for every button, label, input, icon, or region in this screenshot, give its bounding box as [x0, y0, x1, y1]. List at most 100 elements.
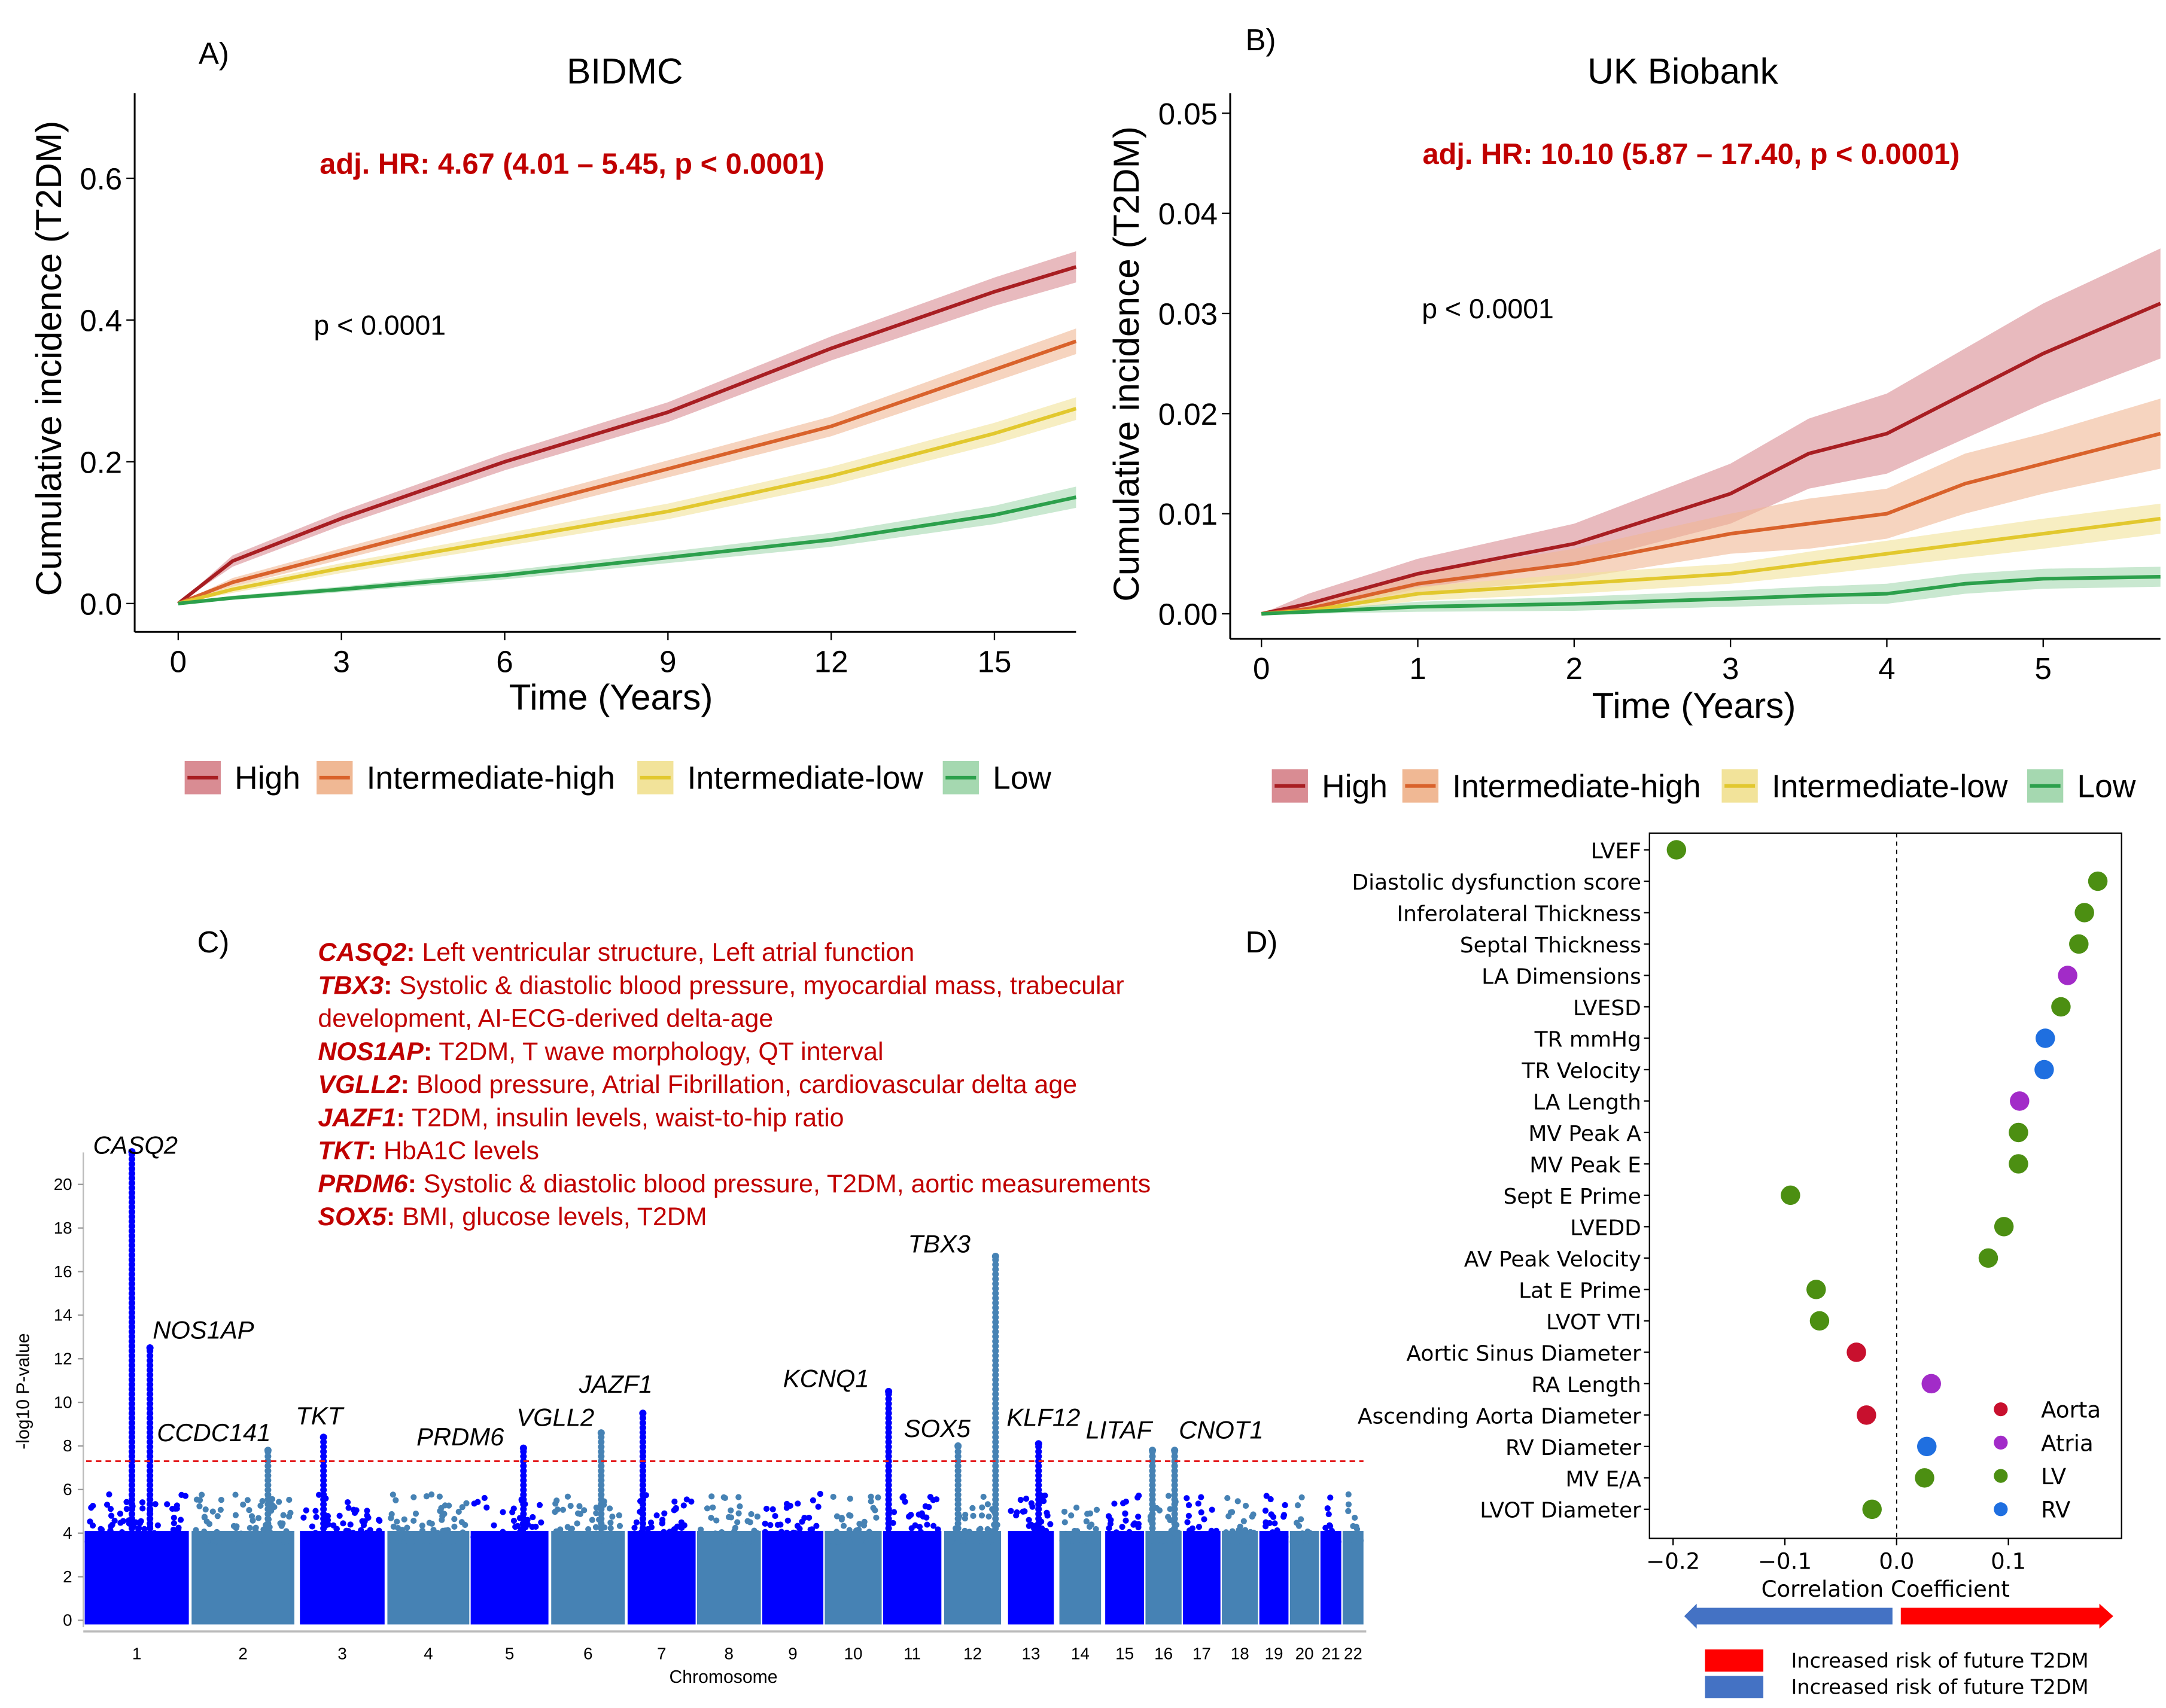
snp-point [1172, 1539, 1179, 1545]
snp-point [1113, 1529, 1119, 1536]
peak-snp-point [128, 1175, 136, 1182]
snp-point [1060, 1535, 1067, 1542]
y-tick-label: 8 [63, 1436, 72, 1455]
snp-point [500, 1538, 506, 1545]
snp-point [589, 1517, 595, 1523]
snp-point [460, 1529, 466, 1536]
snp-point [1294, 1502, 1301, 1509]
correlation-point [1862, 1499, 1882, 1520]
peak-snp-point [954, 1457, 962, 1465]
snp-point [459, 1504, 466, 1511]
peak-snp-point [992, 1438, 999, 1445]
legend-label: Intermediate-high [367, 760, 615, 796]
annotation-separator: : [384, 971, 392, 1000]
peak-snp-point [128, 1400, 136, 1407]
snp-point [1009, 1539, 1015, 1545]
snp-point [1345, 1491, 1352, 1498]
snp-point [115, 1538, 121, 1545]
peak-snp-point [147, 1486, 154, 1494]
snp-density-chr17 [1183, 1531, 1221, 1625]
peak-snp-point [147, 1409, 154, 1417]
snp-point [734, 1519, 741, 1526]
snp-point [835, 1538, 841, 1545]
peak-snp-point [992, 1443, 999, 1450]
peak-snp-point [147, 1467, 154, 1475]
snp-point [344, 1499, 351, 1506]
correlation-point [1917, 1436, 1937, 1457]
snp-point [455, 1508, 462, 1515]
snp-point [333, 1526, 340, 1533]
peak-snp-point [1171, 1506, 1178, 1513]
chromosome-label: 11 [903, 1644, 921, 1663]
snp-point [874, 1537, 881, 1544]
peak-snp-point [954, 1481, 962, 1489]
snp-point [201, 1529, 208, 1535]
snp-point [748, 1511, 755, 1518]
y-tick-label: 0.4 [80, 304, 122, 338]
peak-snp-point [520, 1525, 527, 1532]
snp-point [1298, 1516, 1304, 1523]
snp-point [455, 1538, 461, 1545]
snp-point [616, 1523, 623, 1529]
snp-point [866, 1529, 872, 1535]
snp-point [1135, 1536, 1142, 1543]
peak-snp-point [128, 1223, 136, 1230]
peak-gene-label: TBX3 [908, 1229, 971, 1258]
peak-snp-point [885, 1501, 892, 1508]
snp-point [1135, 1524, 1142, 1530]
peak-snp-point [992, 1299, 999, 1307]
snp-point [107, 1537, 114, 1544]
snp-point [283, 1539, 290, 1545]
snp-point [1111, 1500, 1118, 1507]
snp-point [117, 1511, 124, 1517]
peak-snp-point [1149, 1506, 1156, 1513]
snp-density-chr15 [1105, 1531, 1145, 1625]
snp-point [1093, 1506, 1100, 1513]
snp-point [926, 1504, 932, 1511]
peak-snp-point [128, 1347, 136, 1354]
peak-snp-point [128, 1256, 136, 1264]
peak-snp-point [1171, 1462, 1178, 1470]
snp-point [673, 1505, 679, 1511]
peak-snp-point [128, 1155, 136, 1163]
x-tick-label: 3 [1722, 651, 1739, 686]
snp-point [436, 1493, 443, 1500]
hazard-ratio-annotation: adj. HR: 10.10 (5.87 – 17.40, p < 0.0001… [1423, 138, 1960, 171]
peak-snp-point [1149, 1491, 1156, 1499]
snp-point [1243, 1538, 1250, 1545]
measure-label: RV Diameter [1505, 1436, 1641, 1460]
snp-point [1328, 1527, 1335, 1534]
snp-point [796, 1526, 803, 1532]
snp-point [430, 1527, 437, 1533]
peak-snp-point [147, 1419, 154, 1426]
peak-snp-point [639, 1419, 646, 1426]
snp-point [232, 1491, 239, 1498]
peak-snp-point [128, 1496, 136, 1503]
snp-point [916, 1524, 923, 1530]
x-tick-label: 4 [1878, 651, 1895, 686]
peak-snp-point [1035, 1515, 1042, 1523]
snp-point [248, 1513, 255, 1520]
peak-snp-point [992, 1476, 999, 1484]
peak-snp-point [992, 1319, 999, 1326]
peak-snp-point [1149, 1525, 1156, 1532]
measure-label: LVEDD [1570, 1216, 1641, 1240]
peak-snp-point [954, 1515, 962, 1523]
snp-density-chr12 [944, 1531, 1002, 1625]
snp-point [704, 1539, 711, 1545]
peak-snp-point [128, 1506, 136, 1513]
series-line-intermediate-low [1261, 517, 2161, 616]
peak-snp-point [147, 1462, 154, 1470]
peak-snp-point [520, 1467, 527, 1475]
snp-point [744, 1518, 751, 1524]
snp-point [279, 1520, 286, 1527]
snp-point [787, 1538, 793, 1545]
correlation-point [2010, 1091, 2030, 1111]
snp-point [661, 1529, 667, 1535]
peak-snp-point [320, 1481, 327, 1489]
snp-point [512, 1523, 519, 1530]
peak-top-point [1035, 1440, 1042, 1448]
peak-snp-point [1035, 1506, 1042, 1513]
